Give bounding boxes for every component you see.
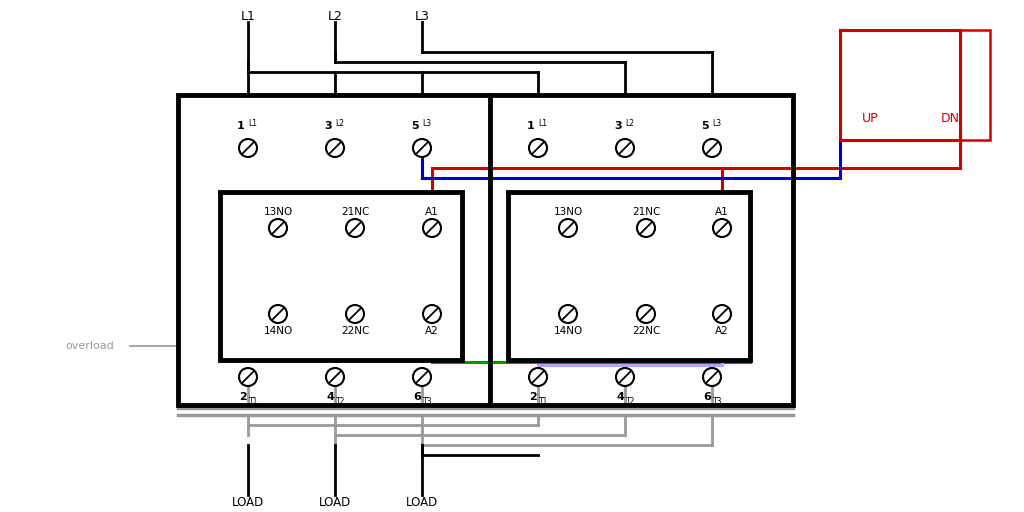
Circle shape (713, 219, 731, 237)
Text: L1: L1 (241, 10, 255, 23)
Text: T2: T2 (627, 396, 636, 406)
Circle shape (269, 219, 287, 237)
Text: 1: 1 (238, 121, 245, 131)
Circle shape (559, 219, 577, 237)
Text: LOAD: LOAD (406, 496, 438, 508)
Circle shape (413, 139, 431, 157)
Text: UP: UP (861, 112, 879, 124)
Text: A1: A1 (425, 207, 439, 217)
Circle shape (326, 368, 344, 386)
Text: 4: 4 (326, 392, 334, 402)
Text: 13NO: 13NO (553, 207, 583, 217)
Text: 6: 6 (413, 392, 421, 402)
Text: L3: L3 (415, 10, 429, 23)
Text: 4: 4 (616, 392, 624, 402)
Circle shape (346, 219, 364, 237)
Text: overload: overload (65, 341, 114, 351)
Text: L1: L1 (539, 118, 548, 127)
Text: 22NC: 22NC (341, 326, 370, 336)
Circle shape (529, 368, 547, 386)
Text: A1: A1 (715, 207, 729, 217)
Circle shape (269, 305, 287, 323)
Text: 5: 5 (412, 121, 419, 131)
Text: 21NC: 21NC (341, 207, 370, 217)
Text: L2: L2 (328, 10, 342, 23)
Text: A2: A2 (425, 326, 439, 336)
Text: T1: T1 (249, 396, 259, 406)
Circle shape (713, 305, 731, 323)
Circle shape (637, 219, 655, 237)
Text: 6: 6 (703, 392, 711, 402)
Text: L1: L1 (249, 118, 257, 127)
Text: 3: 3 (325, 121, 332, 131)
Circle shape (703, 368, 721, 386)
Circle shape (423, 219, 441, 237)
Text: L2: L2 (626, 118, 635, 127)
FancyBboxPatch shape (508, 192, 750, 360)
Circle shape (413, 368, 431, 386)
Text: 1: 1 (527, 121, 535, 131)
Circle shape (616, 139, 634, 157)
Text: L3: L3 (713, 118, 722, 127)
Circle shape (423, 305, 441, 323)
Circle shape (616, 368, 634, 386)
Text: T3: T3 (714, 396, 723, 406)
Text: 2: 2 (240, 392, 247, 402)
Text: 14NO: 14NO (553, 326, 583, 336)
Circle shape (346, 305, 364, 323)
Text: L2: L2 (336, 118, 344, 127)
Circle shape (637, 305, 655, 323)
Text: 22NC: 22NC (632, 326, 660, 336)
Text: 2: 2 (529, 392, 537, 402)
Text: LOAD: LOAD (318, 496, 351, 508)
Text: L3: L3 (423, 118, 431, 127)
Circle shape (703, 139, 721, 157)
Text: DN: DN (940, 112, 959, 124)
Text: 3: 3 (614, 121, 622, 131)
Text: T3: T3 (423, 396, 433, 406)
Circle shape (239, 368, 257, 386)
Text: A2: A2 (715, 326, 729, 336)
Text: T2: T2 (336, 396, 346, 406)
Text: 21NC: 21NC (632, 207, 660, 217)
Text: 13NO: 13NO (263, 207, 293, 217)
Text: 14NO: 14NO (263, 326, 293, 336)
Text: T1: T1 (540, 396, 549, 406)
Circle shape (326, 139, 344, 157)
Text: 5: 5 (701, 121, 709, 131)
Circle shape (529, 139, 547, 157)
Circle shape (559, 305, 577, 323)
Circle shape (239, 139, 257, 157)
FancyBboxPatch shape (220, 192, 462, 360)
Text: LOAD: LOAD (231, 496, 264, 508)
